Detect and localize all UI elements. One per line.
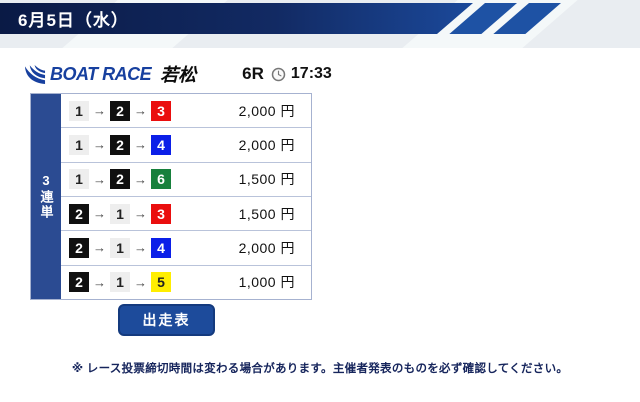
bet-table-row: 1 → 2 → 3 2,000 円 <box>61 94 311 129</box>
boat-number-badge: 3 <box>151 203 171 224</box>
bet-table-row: 1 → 2 → 4 2,000 円 <box>61 128 311 163</box>
combo: 2 → 1 → 4 <box>61 237 171 258</box>
trifecta-bet-table: 3連単 1 → 2 → 3 2,000 円 1 → 2 → 4 2,000 円 1 → 2 → 6 1,… <box>30 93 312 300</box>
venue-label: 若松 <box>160 65 197 85</box>
footer-note: ※ レース投票締切時間は変わる場合があります。主催者発表のものを必ず確認してくだ… <box>71 363 569 375</box>
payout-amount: 2,000 円 <box>238 136 295 153</box>
arrow-icon: → <box>93 103 106 119</box>
date-header-bar: 6月5日（水） <box>0 3 473 34</box>
boat-number-badge: 2 <box>110 100 130 121</box>
arrow-icon: → <box>93 206 106 222</box>
combo: 1 → 2 → 3 <box>61 100 171 121</box>
boat-number-badge: 1 <box>69 169 89 190</box>
boat-number-badge: 4 <box>151 134 171 155</box>
boat-number-badge: 2 <box>110 169 130 190</box>
race-number-label: 6R <box>242 64 264 83</box>
boat-number-badge: 1 <box>110 237 130 258</box>
boatrace-brand-label: BOAT RACE <box>50 63 152 84</box>
boat-number-badge: 1 <box>69 134 89 155</box>
payout-amount: 2,000 円 <box>238 102 295 119</box>
arrow-icon: → <box>134 103 147 119</box>
arrow-icon: → <box>134 137 147 153</box>
date-label: 6月5日（水） <box>18 11 129 30</box>
bet-type-label: 3連単 <box>38 173 54 220</box>
arrow-icon: → <box>134 206 147 222</box>
boat-number-badge: 6 <box>151 169 171 190</box>
boat-number-badge: 2 <box>110 134 130 155</box>
arrow-icon: → <box>93 171 106 187</box>
combo: 1 → 2 → 6 <box>61 169 171 190</box>
close-time-label: 17:33 <box>290 65 332 82</box>
bet-table-row: 2 → 1 → 3 1,500 円 <box>61 196 311 232</box>
payout-amount: 1,000 円 <box>238 274 295 291</box>
payout-amount: 2,000 円 <box>238 239 295 256</box>
boat-number-badge: 1 <box>110 272 130 293</box>
combo: 1 → 2 → 4 <box>61 134 171 155</box>
arrow-icon: → <box>93 274 106 290</box>
boat-number-badge: 4 <box>151 237 171 258</box>
clock-icon <box>271 67 286 81</box>
boat-number-badge: 2 <box>69 203 89 224</box>
bet-type-sidebar: 3連単 <box>31 94 61 299</box>
boat-number-badge: 1 <box>69 100 89 121</box>
racecard-button[interactable]: 出走表 <box>118 304 215 336</box>
bet-table-row: 2 → 1 → 5 1,000 円 <box>61 265 311 299</box>
boat-number-badge: 5 <box>151 272 171 293</box>
combo: 2 → 1 → 3 <box>61 203 171 224</box>
bet-table-row: 1 → 2 → 6 1,500 円 <box>61 162 311 197</box>
bet-rows: 1 → 2 → 3 2,000 円 1 → 2 → 4 2,000 円 1 → 2 → 6 1,500 … <box>61 94 311 299</box>
arrow-icon: → <box>134 171 147 187</box>
payout-amount: 1,500 円 <box>238 171 295 188</box>
boat-number-badge: 1 <box>110 203 130 224</box>
arrow-icon: → <box>93 137 106 153</box>
boatrace-logo-icon <box>25 64 46 84</box>
race-info-row: BOAT RACE 若松 6R 17:33 <box>24 60 332 88</box>
arrow-icon: → <box>134 274 147 290</box>
combo: 2 → 1 → 5 <box>61 272 171 293</box>
arrow-icon: → <box>93 240 106 256</box>
boat-number-badge: 2 <box>69 272 89 293</box>
payout-amount: 1,500 円 <box>238 205 295 222</box>
bet-table-row: 2 → 1 → 4 2,000 円 <box>61 231 311 266</box>
boat-number-badge: 3 <box>151 100 171 121</box>
boat-number-badge: 2 <box>69 237 89 258</box>
arrow-icon: → <box>134 240 147 256</box>
